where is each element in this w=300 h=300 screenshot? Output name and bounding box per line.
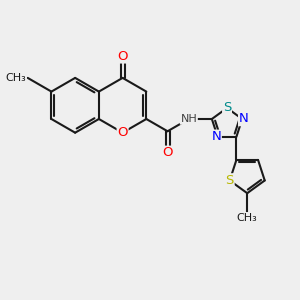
Text: O: O <box>117 126 128 139</box>
Text: CH₃: CH₃ <box>237 213 258 223</box>
Text: N: N <box>211 130 221 143</box>
Text: CH₃: CH₃ <box>5 73 26 83</box>
Text: S: S <box>223 101 231 115</box>
Text: NH: NH <box>180 114 197 124</box>
Text: S: S <box>226 174 234 187</box>
Text: N: N <box>239 112 248 125</box>
Text: O: O <box>117 50 128 63</box>
Text: O: O <box>162 146 173 159</box>
